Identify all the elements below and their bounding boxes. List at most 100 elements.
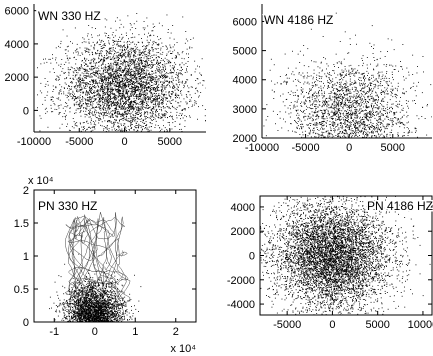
data-point [151,30,153,32]
data-point [91,92,93,94]
data-point [123,91,125,93]
data-point [141,81,143,83]
data-point [139,75,141,76]
data-point [129,98,131,100]
data-point [200,92,202,93]
data-point [143,84,145,86]
data-point [139,77,141,79]
data-point [111,113,113,115]
data-point [362,106,364,108]
data-point [109,96,111,97]
data-point [371,92,373,94]
data-point [87,122,89,124]
data-point [79,67,81,68]
data-point [139,55,141,56]
data-point [97,103,99,105]
data-point [86,72,88,74]
data-point [391,71,393,73]
data-point [132,101,134,102]
data-point [70,41,71,43]
data-point [107,73,109,75]
data-point [135,115,136,117]
data-point [78,105,80,107]
data-point [121,130,123,132]
data-point [415,130,417,132]
data-point [117,73,119,75]
data-point [102,59,104,61]
data-point [74,70,76,72]
data-point [194,92,196,94]
data-point [406,127,408,128]
data-point [151,66,152,68]
data-point [189,101,190,102]
data-point [64,49,66,51]
data-point [138,109,140,110]
data-point [129,106,131,108]
data-point [112,90,113,92]
data-point [154,99,156,100]
data-point [383,108,384,110]
data-point [87,48,89,50]
data-point [334,93,336,95]
data-point [88,116,90,118]
data-point [381,99,383,101]
data-point [374,127,375,128]
data-point [335,107,337,109]
data-point [384,128,386,130]
data-point [132,75,133,76]
data-point [126,119,127,121]
data-point [125,84,127,86]
data-point [118,86,120,88]
data-point [63,93,65,95]
data-point [173,106,175,108]
data-point [122,62,124,64]
data-point [171,75,173,77]
data-point [157,117,159,118]
data-point [125,56,126,58]
data-point [70,96,72,97]
data-point [343,134,345,136]
data-point [112,71,114,73]
data-point [140,101,141,102]
data-point [88,25,90,26]
data-point [65,110,66,112]
data-point [402,68,403,70]
data-point [117,78,119,80]
data-point [41,92,43,94]
data-point [286,83,287,85]
data-point [147,65,149,67]
data-point [118,85,120,87]
data-point [148,65,150,67]
data-point [347,99,349,101]
data-point [350,125,352,127]
data-point [94,99,96,101]
data-point [118,75,120,77]
data-point [297,117,299,118]
data-point [122,92,123,94]
data-point [96,102,98,104]
data-point [122,54,123,56]
data-point [117,122,118,124]
data-point [321,125,323,127]
data-point [135,68,137,69]
data-point [102,88,104,90]
data-point [357,100,359,101]
data-point [96,67,98,69]
data-point [158,106,159,108]
data-point [103,113,105,115]
data-point [166,49,168,50]
data-point [75,125,77,126]
data-point [143,86,145,88]
data-point [142,76,144,77]
data-point [140,54,142,56]
data-point [173,68,174,70]
data-point [198,95,200,97]
data-point [113,104,115,106]
data-point [110,66,112,68]
data-point [341,77,343,79]
data-point [144,91,145,93]
data-point [92,86,94,87]
data-point [153,113,154,115]
data-point [54,108,56,110]
data-point [119,65,120,67]
